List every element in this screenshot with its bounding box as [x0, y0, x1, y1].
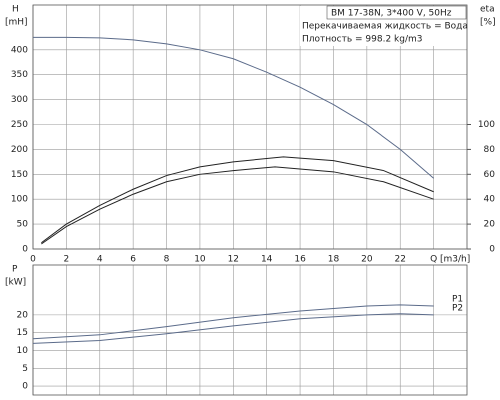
- y2-axis-name: eta: [480, 5, 495, 15]
- y-axis-name: H: [12, 5, 19, 15]
- y-tick-label: 400: [11, 45, 28, 55]
- curve: [41, 166, 434, 245]
- y-tick-label: 0: [22, 382, 28, 392]
- x-tick-label: 0: [30, 255, 36, 265]
- y-axis-name: P: [12, 265, 18, 275]
- y2-tick-label: 0: [489, 245, 495, 255]
- series-label: P2: [452, 303, 463, 313]
- y-tick-label: 10: [17, 346, 29, 356]
- y-tick-label: 20: [17, 310, 29, 320]
- y-tick-label: 150: [11, 170, 28, 180]
- y-axis-unit: [kW]: [5, 278, 26, 288]
- curve: [32, 313, 434, 344]
- x-tick-label: 2: [64, 255, 70, 265]
- y2-tick-label: 80: [484, 145, 496, 155]
- y2-tick-label: 20: [484, 220, 496, 230]
- x-tick-label: 22: [395, 255, 406, 265]
- x-tick-label: 6: [130, 255, 136, 265]
- curve: [32, 304, 434, 340]
- plot-frame: [32, 4, 468, 250]
- y-tick-label: 250: [11, 120, 28, 130]
- annotation: BM 17-38N, 3*400 V, 50Hz: [331, 9, 452, 19]
- y-axis-unit: [mH]: [5, 18, 28, 28]
- x-tick-label: 4: [97, 255, 103, 265]
- y-tick-label: 0: [22, 245, 28, 255]
- y-tick-label: 5: [22, 364, 28, 374]
- x-tick-label: 12: [228, 255, 239, 265]
- x-tick-label: 8: [164, 255, 170, 265]
- y2-tick-label: 40: [484, 195, 496, 205]
- y2-axis-unit: [%]: [480, 18, 496, 28]
- annotation: Перекачиваемая жидкость = Вода: [302, 22, 468, 32]
- y-tick-label: 100: [11, 195, 28, 205]
- curve: [33, 36, 434, 179]
- y2-tick-label: 100: [478, 120, 495, 130]
- y-tick-label: 350: [11, 70, 28, 80]
- annotation-title-box: [326, 5, 467, 20]
- x-tick-label: 14: [261, 255, 273, 265]
- annotation-box: [300, 6, 466, 46]
- y-tick-label: 300: [11, 95, 28, 105]
- y-tick-label: 50: [17, 220, 29, 230]
- x-tick-label: 16: [294, 255, 306, 265]
- plot-frame: [32, 264, 468, 396]
- x-tick-label: 20: [361, 255, 373, 265]
- series-label: P1: [452, 294, 463, 304]
- x-axis-label: [m3/h]: [440, 255, 470, 265]
- x-tick-label: Q: [430, 255, 437, 265]
- y2-tick-label: 60: [484, 170, 496, 180]
- curve: [41, 156, 434, 244]
- x-tick-label: 10: [194, 255, 206, 265]
- annotation: Плотность = 998.2 kg/m3: [302, 35, 423, 45]
- y-tick-label: 200: [11, 145, 28, 155]
- x-tick-label: 18: [328, 255, 340, 265]
- y-tick-label: 15: [17, 328, 28, 338]
